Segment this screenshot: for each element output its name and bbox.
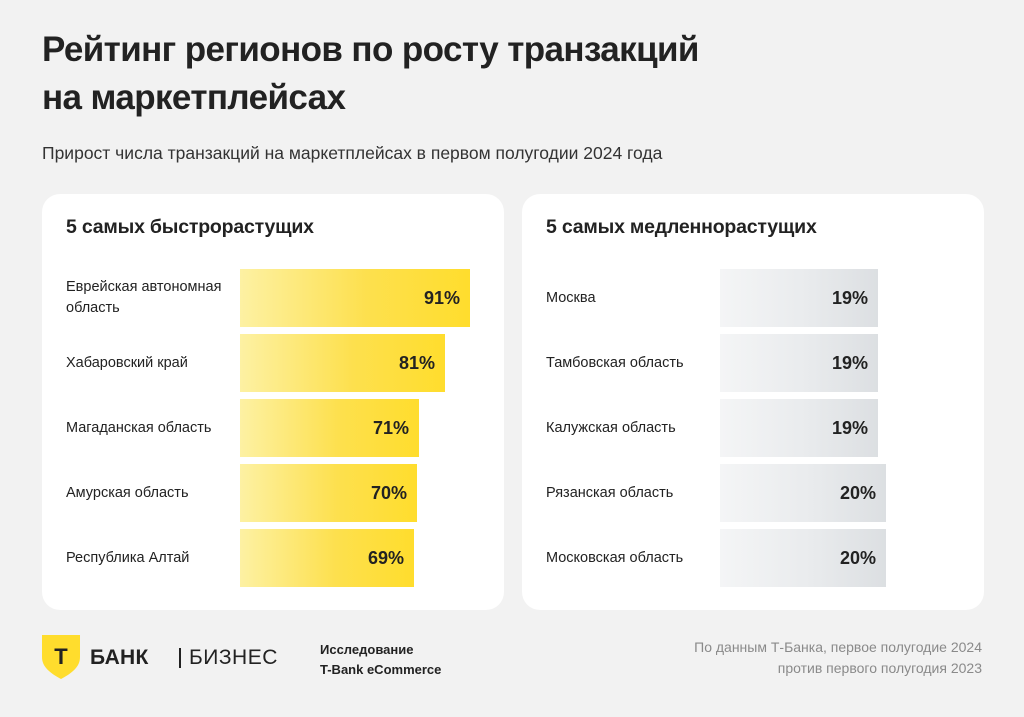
bar-row: Калужская область 19% [522,398,984,458]
page-subtitle: Прирост числа транзакций на маркетплейса… [42,143,663,163]
study-line-2: T-Bank eCommerce [320,662,442,677]
bar-value-label: 71% [372,417,409,438]
region-label: Амурская область [66,484,189,501]
study-note: Исследование T-Bank eCommerce [320,640,441,680]
bar: 81% [240,334,445,392]
bar-value-label: 20% [839,482,876,503]
study-line-1: Исследование [320,642,414,657]
region-label: Рязанская область [546,484,674,501]
title-line-1: Рейтинг регионов по росту транзакций [42,30,699,69]
bar-row: Тамбовская область 19% [522,333,984,393]
region-label: Магаданская область [66,419,212,436]
region-label: Хабаровский край [66,354,188,371]
bar-row: Амурская область 70% [42,463,504,523]
region-label: Еврейская автономная область [66,279,222,316]
bank-division: БИЗНЕС [189,646,278,669]
bar: 70% [240,464,417,522]
page-title: Рейтинг регионов по росту транзакций на … [42,26,802,122]
bar-value-label: 20% [839,547,876,568]
bar-value-label: 91% [423,287,460,308]
bar-row: Московская область 20% [522,528,984,588]
bar-value-label: 81% [398,352,435,373]
region-label: Москва [546,289,596,306]
region-label: Московская область [546,549,684,566]
source-line-1: По данным Т-Банка, первое полугодие 2024 [694,639,982,655]
bar-value-label: 19% [831,417,868,438]
region-label: Республика Алтай [66,549,190,566]
slowest-growing-title: 5 самых медленнорастущих [546,216,817,238]
region-label: Тамбовская область [546,354,684,371]
bar-row: Хабаровский край 81% [42,333,504,393]
region-label: Калужская область [546,419,676,436]
bar-row: Магаданская область 71% [42,398,504,458]
bar-value-label: 19% [831,287,868,308]
bar: 19% [720,399,878,457]
bar: 19% [720,334,878,392]
fastest-growing-panel: 5 самых быстрорастущих Еврейская автоном… [42,194,504,610]
fastest-growing-title: 5 самых быстрорастущих [66,216,314,238]
tbank-shield-icon: Т [42,635,80,679]
bar: 69% [240,529,414,587]
bar-value-label: 19% [831,352,868,373]
slowest-growing-panel: 5 самых медленнорастущих Москва 19% Тамбов… [522,194,984,610]
bar: 19% [720,269,878,327]
logo-letter: Т [54,644,68,669]
bar-value-label: 69% [367,547,404,568]
source-line-2: против первого полугодия 2023 [777,660,982,676]
title-line-2: на маркетплейсах [42,78,346,117]
bar: 71% [240,399,419,457]
bar: 20% [720,464,886,522]
bar-row: Еврейская автономная область 91% [42,268,504,328]
bar-row: Рязанская область 20% [522,463,984,523]
brand-divider [179,648,181,668]
bar-row: Москва 19% [522,268,984,328]
bar: 20% [720,529,886,587]
bar-row: Республика Алтай 69% [42,528,504,588]
bar: 91% [240,269,470,327]
bar-value-label: 70% [370,482,407,503]
bank-name: БАНК [90,646,149,669]
data-source-note: По данным Т-Банка, первое полугодие 2024… [622,637,982,679]
